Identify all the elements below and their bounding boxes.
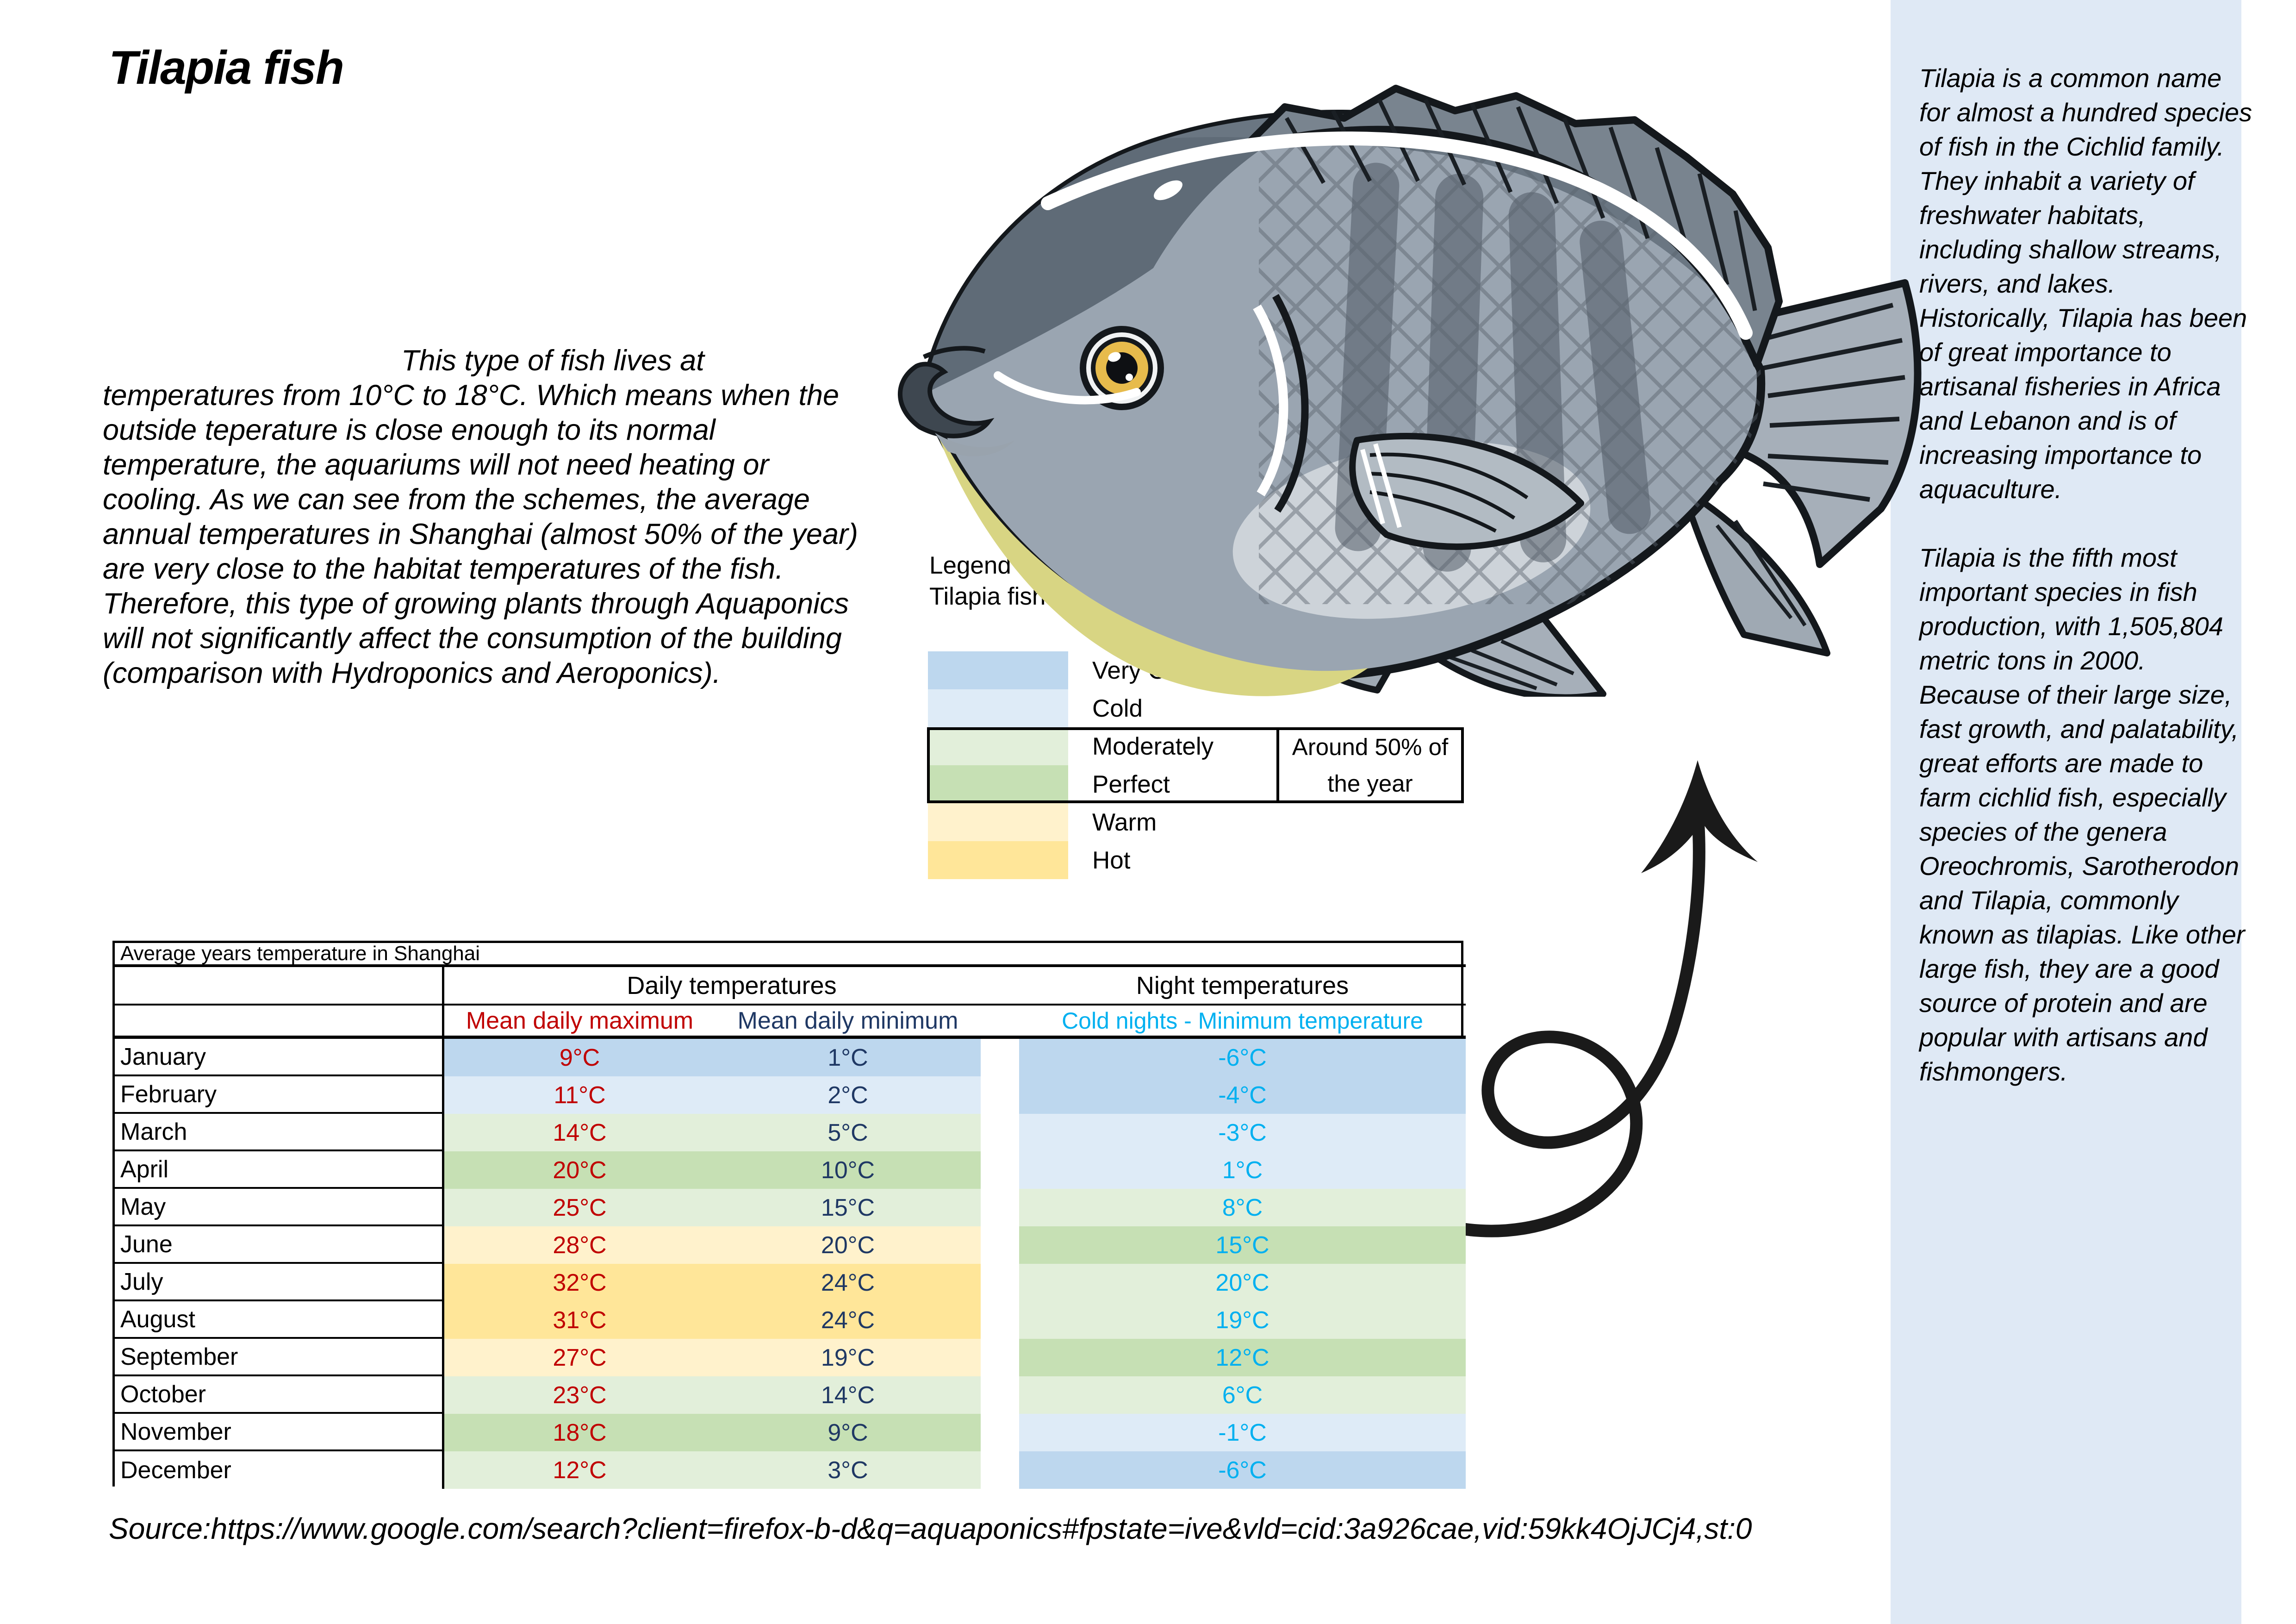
table-month-cell: October — [115, 1376, 444, 1414]
page-title: Tilapia fish — [109, 41, 344, 94]
table-gap-cell — [981, 1264, 1019, 1301]
legend-color-swatch — [928, 727, 1068, 765]
table-gap-cell — [981, 1189, 1019, 1226]
table-gap-cell — [981, 1006, 1019, 1039]
legend-item: Warm — [928, 803, 1465, 841]
table-night-value: -6°C — [1019, 1039, 1466, 1076]
table-title: Average years temperature in Shanghai — [115, 942, 1466, 967]
legend-item-label: Hot — [1092, 846, 1131, 874]
table-night-value: -3°C — [1019, 1114, 1466, 1151]
table-month-cell: March — [115, 1114, 444, 1151]
table-max-value: 20°C — [444, 1151, 715, 1189]
table-gap-cell — [981, 1451, 1019, 1489]
table-month-cell: August — [115, 1301, 444, 1339]
source-text: Source:https://www.google.com/search?cli… — [109, 1512, 1752, 1545]
table-night-value: 20°C — [1019, 1264, 1466, 1301]
legend-item-label: Perfect — [1092, 770, 1170, 798]
curly-arrow-icon — [1395, 760, 1758, 1237]
table-gap-cell — [981, 1301, 1019, 1339]
legend-color-swatch — [928, 841, 1068, 879]
table-blank-cell — [115, 967, 444, 1006]
table-min-value: 20°C — [715, 1226, 981, 1264]
legend-item-label: Cold — [1092, 694, 1143, 722]
table-max-value: 18°C — [444, 1414, 715, 1451]
table-header-min: Mean daily minimum — [715, 1006, 981, 1039]
table-gap-cell — [981, 1376, 1019, 1414]
table-night-value: -1°C — [1019, 1414, 1466, 1451]
legend-annotation-box: Around 50% of the year — [927, 727, 1464, 803]
legend-item-label: Moderately — [1092, 732, 1214, 760]
table-month-cell: May — [115, 1189, 444, 1226]
table-max-value: 28°C — [444, 1226, 715, 1264]
table-night-value: 19°C — [1019, 1301, 1466, 1339]
table-night-value: 6°C — [1019, 1376, 1466, 1414]
table-night-value: 15°C — [1019, 1226, 1466, 1264]
legend-annotation: Around 50% of the year — [1276, 730, 1461, 800]
legend-item-label: Warm — [1092, 808, 1157, 836]
legend-item: Cold — [928, 689, 1465, 727]
temperature-table: Average years temperature in Shanghai Da… — [112, 941, 1466, 1489]
table-gap-cell — [981, 1151, 1019, 1189]
sidebar-paragraph-2: Tilapia is the fifth most important spec… — [1919, 543, 2245, 1086]
table-max-value: 27°C — [444, 1339, 715, 1376]
table-month-cell: February — [115, 1076, 444, 1114]
legend-color-swatch — [928, 803, 1068, 841]
table-min-value: 19°C — [715, 1339, 981, 1376]
table-group-daily: Daily temperatures — [444, 967, 1019, 1006]
table-max-value: 31°C — [444, 1301, 715, 1339]
table-max-value: 11°C — [444, 1076, 715, 1114]
sidebar-panel: Tilapia is a common name for almost a hu… — [1891, 0, 2252, 1624]
table-max-value: 23°C — [444, 1376, 715, 1414]
table-min-value: 24°C — [715, 1264, 981, 1301]
table-gap-cell — [981, 1414, 1019, 1451]
table-month-cell: April — [115, 1151, 444, 1189]
legend-color-swatch — [928, 689, 1068, 727]
table-gap-cell — [981, 1226, 1019, 1264]
table-gap-cell — [981, 1114, 1019, 1151]
table-month-cell: July — [115, 1264, 444, 1301]
table-min-value: 5°C — [715, 1114, 981, 1151]
legend-item: Hot — [928, 841, 1465, 879]
legend-color-swatch — [928, 765, 1068, 803]
table-blank-cell — [115, 1006, 444, 1039]
table-min-value: 3°C — [715, 1451, 981, 1489]
table-min-value: 2°C — [715, 1076, 981, 1114]
table-gap-cell — [981, 1039, 1019, 1076]
legend-items: Very ColdColdModeratelyPerfectWarmHot — [928, 651, 1465, 879]
table-night-value: -4°C — [1019, 1076, 1466, 1114]
table-max-value: 25°C — [444, 1189, 715, 1226]
table-gap-cell — [981, 1339, 1019, 1376]
table-min-value: 1°C — [715, 1039, 981, 1076]
table-min-value: 10°C — [715, 1151, 981, 1189]
table-night-value: 12°C — [1019, 1339, 1466, 1376]
table-month-cell: November — [115, 1414, 444, 1451]
table-month-cell: June — [115, 1226, 444, 1264]
table-max-value: 9°C — [444, 1039, 715, 1076]
legend-color-swatch — [928, 651, 1068, 689]
legend-item: Perfect — [928, 765, 1465, 803]
table-night-value: -6°C — [1019, 1451, 1466, 1489]
intro-paragraph: This type of fish lives at temperatures … — [103, 344, 858, 689]
table-night-value: 1°C — [1019, 1151, 1466, 1189]
table-max-value: 14°C — [444, 1114, 715, 1151]
table-night-value: 8°C — [1019, 1189, 1466, 1226]
table-month-cell: September — [115, 1339, 444, 1376]
table-header-night: Cold nights - Minimum temperature — [1019, 1006, 1466, 1039]
legend-item: Moderately — [928, 727, 1465, 765]
table-min-value: 9°C — [715, 1414, 981, 1451]
sidebar-paragraph-1: Tilapia is a common name for almost a hu… — [1919, 63, 2252, 504]
table-min-value: 14°C — [715, 1376, 981, 1414]
table-month-cell: January — [115, 1039, 444, 1076]
table-group-night: Night temperatures — [1019, 967, 1466, 1006]
table-gap-cell — [981, 1076, 1019, 1114]
table-month-cell: December — [115, 1451, 444, 1489]
sidebar-text: Tilapia is a common name for almost a hu… — [1919, 61, 2252, 1123]
table-min-value: 15°C — [715, 1189, 981, 1226]
table-min-value: 24°C — [715, 1301, 981, 1339]
table-max-value: 32°C — [444, 1264, 715, 1301]
tilapia-fish-illustration — [898, 85, 1922, 697]
table-header-max: Mean daily maximum — [444, 1006, 715, 1039]
table-max-value: 12°C — [444, 1451, 715, 1489]
